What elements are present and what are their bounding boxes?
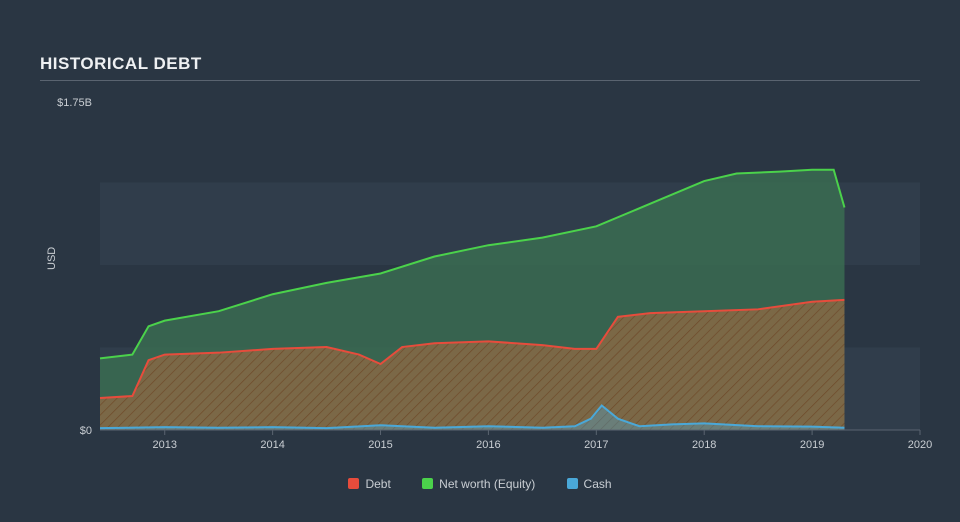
legend-label-debt: Debt: [365, 477, 390, 491]
legend-label-equity: Net worth (Equity): [439, 477, 535, 491]
svg-text:2019: 2019: [800, 439, 824, 451]
svg-text:$0: $0: [80, 425, 92, 437]
legend-item-equity: Net worth (Equity): [422, 477, 535, 491]
legend-item-debt: Debt: [348, 477, 390, 491]
svg-text:2013: 2013: [152, 439, 176, 451]
svg-text:2015: 2015: [368, 439, 392, 451]
svg-text:2014: 2014: [260, 439, 284, 451]
legend-swatch-debt: [348, 478, 359, 489]
svg-text:2020: 2020: [908, 439, 932, 451]
historical-debt-chart: $1.75B $0 2013 2014 2015 2016 2017 2018 2019 2020: [0, 0, 960, 522]
legend-label-cash: Cash: [584, 477, 612, 491]
legend-swatch-cash: [567, 478, 578, 489]
svg-text:2017: 2017: [584, 439, 608, 451]
svg-text:2016: 2016: [476, 439, 500, 451]
svg-text:$1.75B: $1.75B: [57, 97, 92, 109]
chart-legend: Debt Net worth (Equity) Cash: [0, 477, 960, 493]
legend-swatch-equity: [422, 478, 433, 489]
legend-item-cash: Cash: [567, 477, 612, 491]
svg-text:2018: 2018: [692, 439, 716, 451]
